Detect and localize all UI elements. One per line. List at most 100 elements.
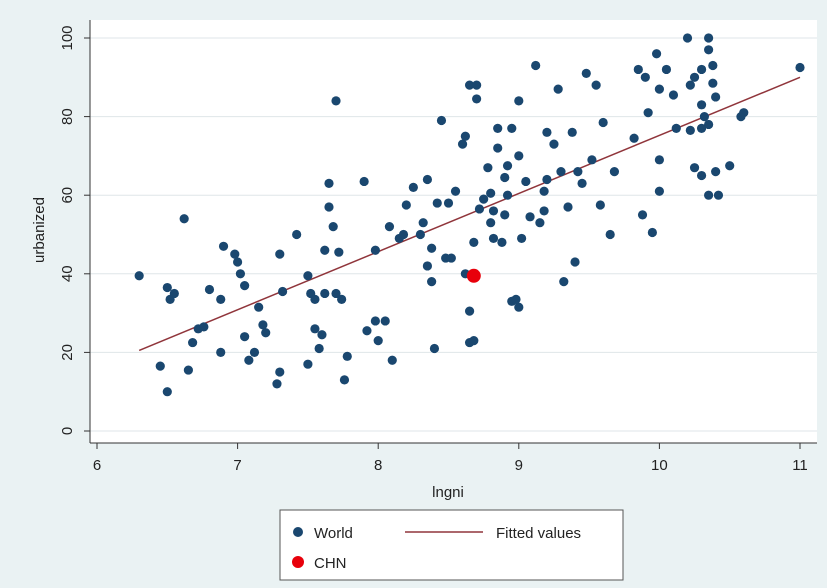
world-point <box>380 316 390 326</box>
world-point <box>401 200 411 210</box>
world-point <box>183 365 193 375</box>
world-point <box>493 123 503 133</box>
world-point <box>169 288 179 299</box>
world-point <box>314 343 324 354</box>
world-point <box>422 261 433 271</box>
x-tick-label: 11 <box>792 457 808 474</box>
world-point <box>432 198 442 208</box>
world-point <box>553 84 563 94</box>
world-point <box>591 80 601 90</box>
legend-chn-marker <box>292 556 304 568</box>
world-point <box>654 186 665 196</box>
fitted-line <box>138 76 801 352</box>
world-point <box>486 188 496 198</box>
world-point <box>708 78 718 88</box>
world-point <box>685 125 695 135</box>
world-point <box>240 332 250 342</box>
world-point <box>324 178 334 189</box>
world-point <box>320 288 330 299</box>
x-axis-title: lngni <box>432 484 464 501</box>
world-point <box>517 233 527 244</box>
world-point <box>370 245 380 255</box>
world-point <box>328 222 338 232</box>
world-point <box>216 294 226 304</box>
world-point <box>595 200 605 210</box>
world-point <box>488 206 499 216</box>
y-tick-label: 40 <box>59 265 76 282</box>
world-point <box>384 222 395 232</box>
world-point <box>370 316 380 326</box>
world-point <box>331 288 341 299</box>
world-point <box>563 202 573 212</box>
world-point <box>324 202 334 212</box>
world-point <box>525 212 535 222</box>
world-point <box>342 351 352 361</box>
world-point <box>249 347 260 357</box>
world-point <box>240 280 250 291</box>
world-point <box>427 277 437 287</box>
legend-chn-label: CHN <box>314 555 347 572</box>
world-point <box>539 206 549 216</box>
world-point <box>272 379 282 389</box>
world-point <box>531 60 541 71</box>
world-point <box>567 127 577 137</box>
world-point <box>292 229 302 240</box>
world-point <box>633 64 643 75</box>
world-point <box>535 218 545 228</box>
world-point <box>514 151 524 161</box>
x-tick-label: 7 <box>233 457 241 474</box>
world-point <box>500 210 510 220</box>
world-point <box>629 133 639 143</box>
world-point <box>559 277 569 287</box>
world-point <box>179 214 189 224</box>
world-point <box>334 247 344 257</box>
world-point <box>436 115 447 126</box>
y-tick-label: 20 <box>59 344 76 361</box>
x-tick-label: 10 <box>651 457 668 474</box>
world-point <box>637 210 648 220</box>
world-point <box>507 123 517 133</box>
world-point <box>275 367 285 377</box>
world-point <box>577 178 587 189</box>
world-point <box>472 80 482 90</box>
world-point <box>446 253 456 263</box>
world-point <box>661 64 672 75</box>
world-point <box>521 176 531 187</box>
world-point <box>457 139 468 149</box>
world-point <box>258 320 268 330</box>
world-point <box>556 167 566 177</box>
world-point <box>511 294 521 304</box>
world-point <box>689 72 700 82</box>
world-point <box>469 336 479 346</box>
world-point <box>479 194 489 204</box>
world-point <box>609 167 620 177</box>
world-point <box>450 186 461 196</box>
world-point <box>162 387 172 397</box>
world-point <box>488 233 499 244</box>
world-point <box>415 229 425 240</box>
world-point <box>696 100 707 110</box>
world-point <box>514 96 524 106</box>
world-point <box>359 176 369 187</box>
world-point <box>640 72 650 82</box>
legend-world-marker <box>293 527 303 537</box>
world-point <box>502 161 513 171</box>
world-point <box>704 45 714 55</box>
world-point <box>429 343 440 354</box>
world-point <box>443 198 454 208</box>
world-point <box>493 143 503 153</box>
world-point <box>549 139 559 149</box>
world-point <box>339 375 350 385</box>
world-point <box>699 112 709 122</box>
world-point <box>218 241 229 251</box>
world-point <box>337 294 347 304</box>
world-point <box>134 271 144 281</box>
world-point <box>689 163 700 173</box>
world-point <box>216 347 226 357</box>
world-point <box>474 204 485 214</box>
x-tick-label: 9 <box>515 457 523 474</box>
world-point <box>685 80 695 90</box>
world-point <box>654 84 665 94</box>
world-point <box>696 64 707 75</box>
